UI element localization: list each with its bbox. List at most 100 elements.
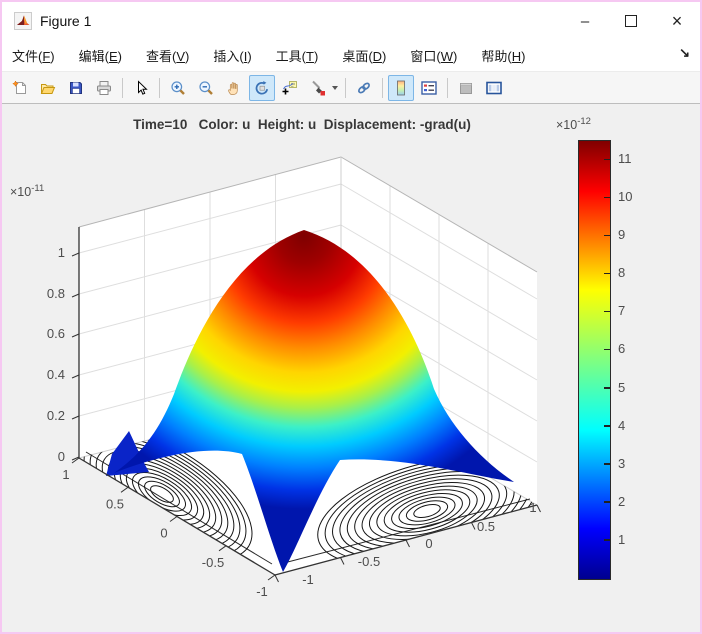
edit-plot-button[interactable] xyxy=(128,75,154,101)
data-cursor-button[interactable] xyxy=(277,75,303,101)
zoom-out-button[interactable] xyxy=(193,75,219,101)
toolbar-separator xyxy=(345,77,346,98)
colorbar-tick xyxy=(604,272,610,275)
colorbar-tick-label: 6 xyxy=(618,341,626,357)
toolbar-separator xyxy=(122,77,123,98)
membrane-corner-spike xyxy=(106,431,149,476)
tick-label: 1 xyxy=(58,245,65,260)
insert-legend-button[interactable] xyxy=(416,75,442,101)
menu-desktop[interactable]: 桌面(D) xyxy=(342,49,387,64)
hide-plot-tools-button xyxy=(453,75,479,101)
colorbar-tick-label: 3 xyxy=(618,455,626,471)
colorbar-tick-label: 11 xyxy=(618,151,632,167)
new-figure-icon xyxy=(12,79,26,94)
tick-label: 0.6 xyxy=(47,326,65,341)
menu-help[interactable]: 帮助(H) xyxy=(481,49,526,64)
data-cursor-icon xyxy=(282,80,297,94)
menu-edit[interactable]: 编辑(E) xyxy=(78,49,122,64)
surface-dome[interactable] xyxy=(114,230,514,572)
axis-ticks xyxy=(71,252,541,583)
link-plot-button[interactable] xyxy=(351,75,377,101)
window-titlebar: Figure 1 – × xyxy=(2,2,700,40)
hand-icon xyxy=(228,81,238,95)
brush-dropdown-caret-icon[interactable] xyxy=(332,85,338,90)
legend-icon xyxy=(421,80,437,95)
save-figure-button[interactable] xyxy=(63,75,89,101)
tick-label: 0 xyxy=(160,526,167,541)
maximize-icon xyxy=(625,15,637,27)
colorbar xyxy=(578,140,611,580)
rotate-3d-icon xyxy=(255,80,269,95)
menu-window[interactable]: 窗口(W) xyxy=(410,49,458,64)
menu-insert[interactable]: 插入(I) xyxy=(213,49,252,64)
tick-label: 0.4 xyxy=(47,367,65,382)
save-floppy-icon xyxy=(70,81,82,94)
close-button[interactable]: × xyxy=(654,2,700,40)
plot-title: Time=10 Color: u Height: u Displacement:… xyxy=(133,117,471,132)
window-title: Figure 1 xyxy=(40,13,92,29)
figure-canvas: Time=10 Color: u Height: u Displacement:… xyxy=(2,104,700,632)
hide-plot-tools-icon xyxy=(460,82,472,94)
zoom-in-icon xyxy=(171,80,185,95)
tick-label: -0.5 xyxy=(202,555,224,570)
toolbar-separator xyxy=(159,77,160,98)
close-icon: × xyxy=(671,10,683,31)
colorbar-tick-label: 5 xyxy=(618,379,626,395)
tick-label: 0.5 xyxy=(477,519,495,534)
minimize-icon: – xyxy=(580,12,590,30)
tick-label: -1 xyxy=(256,584,268,599)
new-figure-button[interactable] xyxy=(7,75,33,101)
toolbar-separator xyxy=(447,77,448,98)
open-folder-icon xyxy=(40,83,56,94)
colorbar-tick-label: 2 xyxy=(618,493,626,509)
tick-label: 0.5 xyxy=(106,496,124,511)
pan-button[interactable] xyxy=(221,75,247,101)
zoom-in-button[interactable] xyxy=(165,75,191,101)
link-chain-icon xyxy=(358,82,370,93)
colorbar-tick xyxy=(604,196,610,199)
tick-label: 0.2 xyxy=(47,408,65,423)
tick-label: -0.5 xyxy=(358,554,380,569)
zoom-out-icon xyxy=(199,80,213,95)
menu-file[interactable]: 文件(F) xyxy=(12,49,55,64)
insert-colorbar-button[interactable] xyxy=(388,74,414,101)
colorbar-tick xyxy=(604,158,610,161)
colorbar-tick xyxy=(604,348,610,351)
toolbar-separator xyxy=(382,77,383,98)
show-plot-tools-button[interactable] xyxy=(481,75,507,101)
colorbar-tick xyxy=(604,425,610,427)
tick-label: 1 xyxy=(529,500,536,515)
menu-tools[interactable]: 工具(T) xyxy=(275,49,319,64)
open-file-button[interactable] xyxy=(35,75,61,101)
axis-tick-labels: 1 0.5 0 -0.5 -1 -1 -0.5 0 0.5 1 0 0.2 0.4 0.6 0.8 1 xyxy=(47,245,537,599)
maximize-button[interactable] xyxy=(608,2,654,40)
show-plot-tools-icon xyxy=(486,81,502,94)
colorbar-tick xyxy=(604,501,610,503)
colorbar-tick xyxy=(604,234,610,237)
colorbar-tick-label: 10 xyxy=(618,189,633,205)
rotate-3d-button[interactable] xyxy=(249,74,275,101)
menu-bar: 文件(F) 编辑(E) 查看(V) 插入(I) 工具(T) 桌面(D) 窗口(W… xyxy=(2,40,700,72)
menu-view[interactable]: 查看(V) xyxy=(146,49,190,64)
z-axis-exponent: ×10-11 xyxy=(10,183,44,199)
brush-icon xyxy=(312,80,325,95)
colorbar-tick-label: 7 xyxy=(618,303,626,319)
colorbar-tick xyxy=(604,539,610,541)
colorbar-tick xyxy=(604,310,610,313)
brush-data-button[interactable] xyxy=(305,75,331,101)
tick-label: 1 xyxy=(62,467,69,482)
figure-toolbar xyxy=(2,72,700,104)
colorbar-tick xyxy=(604,387,610,389)
printer-icon xyxy=(97,80,111,95)
colorbar-tick-label: 1 xyxy=(618,531,626,547)
colorbar-icon xyxy=(397,80,405,95)
pointer-arrow-icon xyxy=(138,79,148,95)
surface-plot-axes[interactable]: 1 0.5 0 -0.5 -1 -1 -0.5 0 0.5 1 0 0.2 0.4 0.6 0.8 1 ×10… xyxy=(2,104,562,634)
tick-label: -1 xyxy=(302,572,314,587)
matlab-icon xyxy=(14,12,32,30)
print-figure-button[interactable] xyxy=(91,75,117,101)
tick-label: 0.8 xyxy=(47,286,65,301)
dock-figure-arrow-icon[interactable]: ↘ xyxy=(679,45,690,60)
minimize-button[interactable]: – xyxy=(562,2,608,40)
